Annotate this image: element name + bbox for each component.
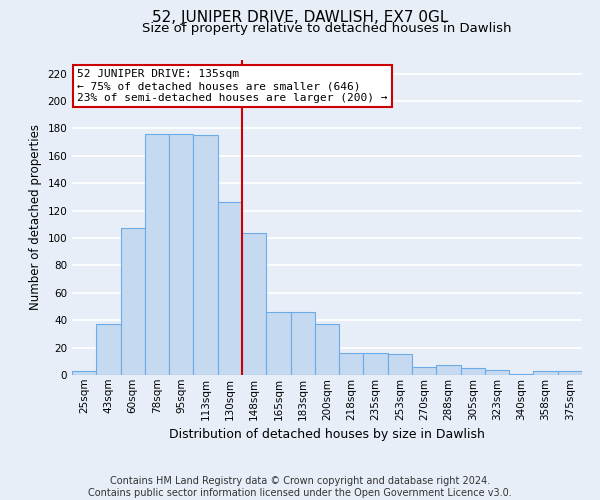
Bar [218,202,242,375]
Text: 52 JUNIPER DRIVE: 135sqm
← 75% of detached houses are smaller (646)
23% of semi-: 52 JUNIPER DRIVE: 135sqm ← 75% of detach… [77,70,388,102]
Bar [558,371,582,375]
Bar [412,367,436,375]
Bar [436,366,461,375]
Bar [485,370,509,375]
X-axis label: Distribution of detached houses by size in Dawlish: Distribution of detached houses by size … [169,428,485,441]
Bar [509,374,533,375]
Y-axis label: Number of detached properties: Number of detached properties [29,124,42,310]
Bar [388,354,412,375]
Bar [145,134,169,375]
Bar [533,371,558,375]
Text: Contains HM Land Registry data © Crown copyright and database right 2024.
Contai: Contains HM Land Registry data © Crown c… [88,476,512,498]
Bar [266,312,290,375]
Bar [72,371,96,375]
Bar [315,324,339,375]
Bar [242,232,266,375]
Bar [121,228,145,375]
Bar [169,134,193,375]
Bar [290,312,315,375]
Title: Size of property relative to detached houses in Dawlish: Size of property relative to detached ho… [142,22,512,35]
Bar [96,324,121,375]
Bar [193,136,218,375]
Text: 52, JUNIPER DRIVE, DAWLISH, EX7 0GL: 52, JUNIPER DRIVE, DAWLISH, EX7 0GL [152,10,448,25]
Bar [364,353,388,375]
Bar [461,368,485,375]
Bar [339,353,364,375]
